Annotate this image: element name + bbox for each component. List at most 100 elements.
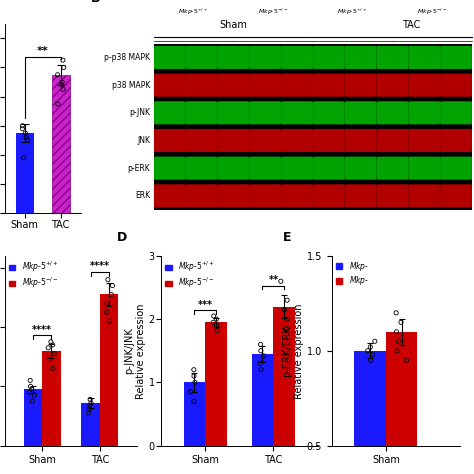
Point <box>49 365 56 373</box>
Point <box>213 322 220 329</box>
FancyBboxPatch shape <box>313 101 345 124</box>
Point <box>103 309 110 316</box>
FancyBboxPatch shape <box>345 73 376 97</box>
Bar <box>154 44 472 210</box>
Point <box>367 356 374 364</box>
FancyBboxPatch shape <box>313 46 345 69</box>
Bar <box>82 403 100 446</box>
FancyBboxPatch shape <box>186 46 218 69</box>
Text: $Mkp$-$5^{+/+}$: $Mkp$-$5^{+/+}$ <box>337 7 368 18</box>
Point <box>86 401 94 409</box>
Legend: $Mkp$-$5^{+/+}$, $Mkp$-$5^{-/-}$: $Mkp$-$5^{+/+}$, $Mkp$-$5^{-/-}$ <box>9 260 58 290</box>
Bar <box>205 322 227 446</box>
Point <box>256 360 264 367</box>
FancyBboxPatch shape <box>376 156 408 180</box>
FancyBboxPatch shape <box>408 101 440 124</box>
Point <box>28 397 36 405</box>
Point <box>26 389 33 396</box>
FancyBboxPatch shape <box>281 184 313 208</box>
Bar <box>24 389 42 446</box>
FancyBboxPatch shape <box>345 101 376 124</box>
Point <box>187 388 194 396</box>
FancyBboxPatch shape <box>249 129 281 152</box>
Point <box>27 383 34 390</box>
FancyBboxPatch shape <box>154 73 186 97</box>
Point <box>50 350 58 357</box>
Point <box>28 385 36 393</box>
Point <box>212 315 220 323</box>
Point <box>369 351 376 358</box>
Point <box>210 312 218 320</box>
Text: $Mkp$-$5^{-/-}$: $Mkp$-$5^{-/-}$ <box>258 7 289 18</box>
FancyBboxPatch shape <box>440 156 472 180</box>
Point <box>191 379 199 386</box>
Point <box>257 347 264 355</box>
FancyBboxPatch shape <box>376 184 408 208</box>
Legend: $Mkp$-$5^{+/+}$, $Mkp$-$5^{-/-}$: $Mkp$-$5^{+/+}$, $Mkp$-$5^{-/-}$ <box>165 260 215 290</box>
FancyBboxPatch shape <box>281 73 313 97</box>
Point <box>47 338 55 346</box>
FancyBboxPatch shape <box>408 184 440 208</box>
Text: Sham: Sham <box>219 20 247 30</box>
Point <box>392 328 400 336</box>
Point <box>54 100 62 108</box>
Point <box>86 395 94 403</box>
Point <box>402 356 410 364</box>
FancyBboxPatch shape <box>313 129 345 152</box>
Point <box>210 319 217 326</box>
FancyBboxPatch shape <box>440 101 472 124</box>
Text: **: ** <box>37 46 48 56</box>
FancyBboxPatch shape <box>440 46 472 69</box>
Text: p-p38 MAPK: p-p38 MAPK <box>104 53 150 62</box>
FancyBboxPatch shape <box>345 129 376 152</box>
Point <box>59 85 67 93</box>
Text: **: ** <box>268 275 278 285</box>
FancyBboxPatch shape <box>218 184 249 208</box>
FancyBboxPatch shape <box>154 156 186 180</box>
Text: $Mkp$-$5^{-/-}$: $Mkp$-$5^{-/-}$ <box>417 7 447 18</box>
Point <box>283 296 291 304</box>
FancyBboxPatch shape <box>313 156 345 180</box>
Text: TAC: TAC <box>402 20 420 30</box>
FancyBboxPatch shape <box>440 129 472 152</box>
Point <box>109 282 116 289</box>
FancyBboxPatch shape <box>281 101 313 124</box>
FancyBboxPatch shape <box>249 156 281 180</box>
Point <box>393 347 401 355</box>
FancyBboxPatch shape <box>249 101 281 124</box>
FancyBboxPatch shape <box>186 129 218 152</box>
FancyBboxPatch shape <box>376 101 408 124</box>
FancyBboxPatch shape <box>313 73 345 97</box>
FancyBboxPatch shape <box>408 156 440 180</box>
FancyBboxPatch shape <box>249 46 281 69</box>
Bar <box>273 307 295 446</box>
Point <box>58 78 66 86</box>
Point <box>277 277 284 285</box>
FancyBboxPatch shape <box>154 129 186 152</box>
FancyBboxPatch shape <box>186 156 218 180</box>
Bar <box>16 133 34 213</box>
Point <box>86 405 93 412</box>
Bar <box>42 351 61 446</box>
FancyBboxPatch shape <box>154 184 186 208</box>
Text: p-JNK: p-JNK <box>129 109 150 117</box>
Point <box>394 337 402 345</box>
Text: ****: **** <box>90 261 110 271</box>
Text: D: D <box>118 231 128 244</box>
FancyBboxPatch shape <box>218 46 249 69</box>
Bar <box>183 383 205 446</box>
Point <box>54 71 62 79</box>
FancyBboxPatch shape <box>281 46 313 69</box>
FancyBboxPatch shape <box>249 184 281 208</box>
FancyBboxPatch shape <box>345 156 376 180</box>
Point <box>87 399 95 407</box>
FancyBboxPatch shape <box>440 184 472 208</box>
Point <box>257 366 265 374</box>
Point <box>60 64 68 71</box>
FancyBboxPatch shape <box>249 73 281 97</box>
Point <box>190 398 198 405</box>
Point <box>104 276 112 283</box>
Point <box>366 343 374 351</box>
Text: p38 MAPK: p38 MAPK <box>112 81 150 90</box>
FancyBboxPatch shape <box>218 101 249 124</box>
